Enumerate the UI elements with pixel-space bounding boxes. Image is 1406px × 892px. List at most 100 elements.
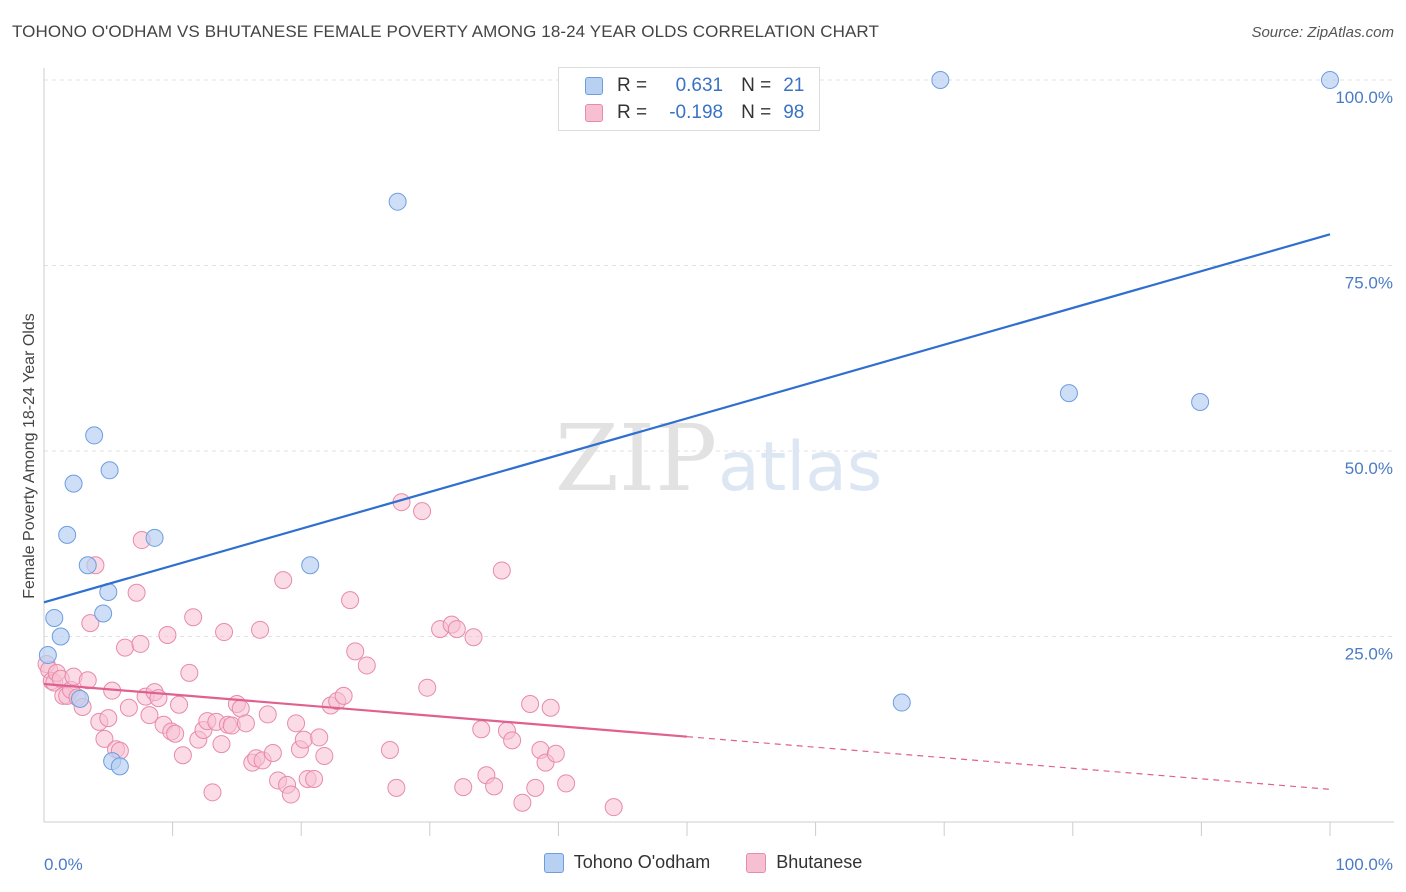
tohono-point [1191, 393, 1210, 412]
tohono-point [64, 474, 83, 493]
tohono-trend-line [43, 233, 1331, 604]
bhutanese-points [37, 493, 623, 817]
bhutanese-point [472, 720, 491, 739]
bhutanese-point [203, 783, 222, 802]
bhutanese-point [263, 743, 282, 762]
watermark: ZIP atlas [555, 405, 882, 512]
legend-swatch-blue [585, 77, 603, 95]
bhutanese-point [170, 695, 189, 714]
bhutanese-point [526, 778, 545, 797]
bhutanese-point [334, 686, 353, 705]
tohono-point [71, 689, 90, 708]
bhutanese-point [454, 778, 473, 797]
legend-row-tohono: R = 0.631 N = 21 [585, 73, 804, 99]
y-tick-label: 25.0% [1345, 645, 1393, 664]
bhutanese-point [274, 571, 293, 590]
stats-legend: R = 0.631 N = 21 R = -0.198 N = 98 [558, 67, 820, 131]
bhutanese-point [346, 642, 365, 661]
bhutanese-point [513, 793, 532, 812]
legend-item-bhutanese: Bhutanese [746, 852, 862, 873]
tohono-points [38, 71, 1339, 776]
tohono-point [51, 627, 70, 646]
bhutanese-point [310, 728, 329, 747]
bhutanese-point [503, 731, 522, 750]
legend-n-label: N = [741, 75, 772, 96]
bhutanese-point [485, 777, 504, 796]
bhutanese-point [294, 730, 313, 749]
bhutanese-point [387, 778, 406, 797]
bhutanese-point [116, 638, 135, 657]
tohono-point [931, 71, 950, 89]
y-axis-label: Female Poverty Among 18-24 Year Olds [21, 313, 38, 599]
legend-label-tohono: Tohono O'odham [573, 852, 711, 872]
legend-label-bhutanese: Bhutanese [776, 852, 863, 872]
source-label: Source: ZipAtlas.com [1251, 24, 1394, 41]
bhutanese-point [357, 656, 376, 675]
x-tick-label: 100.0% [1335, 855, 1393, 874]
legend-n-value: 98 [783, 102, 805, 123]
tohono-point [110, 757, 129, 776]
tohono-point [38, 646, 57, 665]
bhutanese-point [99, 709, 118, 728]
watermark-atlas: atlas [718, 428, 882, 507]
watermark-zip: ZIP [555, 405, 717, 512]
y-tick-label: 50.0% [1345, 459, 1393, 478]
legend-n-label: N = [741, 102, 772, 123]
bhutanese-point [418, 678, 437, 697]
bhutanese-point [212, 735, 231, 754]
bhutanese-point [413, 502, 432, 521]
bhutanese-point [315, 746, 334, 765]
trend-lines [43, 233, 1331, 790]
bhutanese-point [215, 623, 234, 642]
legend-swatch-blue [543, 852, 564, 873]
bhutanese-point [557, 774, 576, 793]
y-tick-label: 100.0% [1335, 88, 1393, 107]
bhutanese-point [380, 741, 399, 760]
bhutanese-point [180, 663, 199, 682]
bhutanese-point [166, 724, 185, 743]
legend-r-label: R = [617, 75, 648, 96]
bhutanese-point [604, 798, 623, 817]
legend-swatch-pink [746, 852, 767, 873]
bhutanese-point [305, 769, 324, 788]
tohono-point [145, 528, 164, 547]
bhutanese-point [546, 744, 565, 763]
bhutanese-point [251, 620, 270, 639]
legend-r-value: -0.198 [669, 102, 724, 123]
bhutanese-point [140, 706, 159, 725]
legend-r-label: R = [617, 102, 648, 123]
legend-swatch-pink [585, 104, 603, 122]
tohono-point [388, 192, 407, 211]
axis-ticks: 25.0% 50.0% 75.0% 100.0% 0.0% 100.0% [44, 88, 1393, 874]
bhutanese-point [81, 614, 100, 633]
bhutanese-point [287, 714, 306, 733]
bhutanese-point [127, 583, 146, 602]
bhutanese-point [258, 705, 277, 724]
x-tick-label: 0.0% [44, 855, 83, 874]
bhutanese-point [119, 698, 138, 717]
tohono-point [1321, 71, 1339, 89]
bhutanese-point [341, 591, 360, 610]
bhutanese-point [236, 714, 255, 733]
bhutanese-point [541, 698, 560, 717]
chart-title: TOHONO O'ODHAM VS BHUTANESE FEMALE POVER… [12, 22, 879, 41]
bhutanese-point [281, 785, 300, 804]
tohono-point [78, 556, 97, 575]
bhutanese-point [173, 746, 192, 765]
y-tick-label: 75.0% [1345, 274, 1393, 293]
bhutanese-point [78, 671, 97, 690]
tohono-point [1059, 384, 1078, 403]
legend-n-value: 21 [783, 75, 805, 96]
tohono-point [892, 693, 911, 712]
tohono-point [45, 608, 64, 627]
legend-item-tohono: Tohono O'odham [543, 852, 711, 873]
bhutanese-trend-extension [686, 736, 1331, 790]
bhutanese-point [131, 634, 150, 653]
bhutanese-trend-line [43, 682, 688, 738]
tohono-point [94, 604, 113, 623]
bhutanese-point [95, 729, 114, 748]
legend-r-value: 0.631 [675, 75, 724, 96]
bhutanese-point [521, 695, 540, 714]
axes [43, 68, 1394, 823]
